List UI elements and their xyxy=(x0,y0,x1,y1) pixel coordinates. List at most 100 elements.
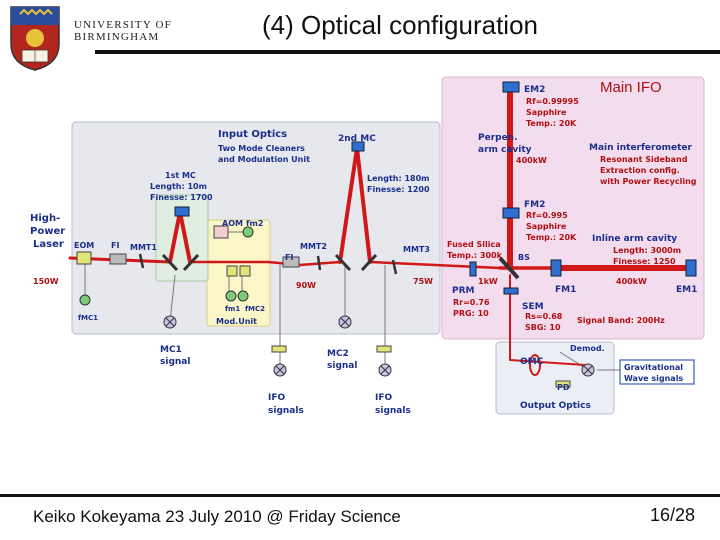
omc-element xyxy=(529,354,541,376)
gw-signals-box xyxy=(619,359,695,385)
ifo-signals-b-2: signals xyxy=(375,406,411,416)
sem-mirror xyxy=(503,287,519,295)
optical-components xyxy=(76,81,697,388)
power-75-label: 75W xyxy=(413,277,433,286)
demod-label: Demod. xyxy=(570,344,605,353)
power-90-label: 90W xyxy=(296,281,316,290)
first-mc-finesse: Finesse: 1700 xyxy=(150,193,213,202)
second-mc-length: Length: 180m xyxy=(367,174,429,183)
fm1-label: FM1 xyxy=(555,285,576,295)
prm-label: PRM xyxy=(452,286,475,296)
fm2-freq-label: fm2 xyxy=(246,219,263,228)
rse-line-1: Resonant Sideband xyxy=(600,155,688,164)
ifo-signals-a-2: signals xyxy=(268,406,304,416)
fi1-label: FI xyxy=(111,241,119,250)
power-400-inline: 400kW xyxy=(616,277,647,286)
inline-arm-label: Inline arm cavity xyxy=(592,234,677,244)
rse-line-3: with Power Recycling xyxy=(600,177,697,186)
fm2-mirror xyxy=(502,207,520,219)
laser-power-label: 150W xyxy=(33,277,59,286)
oscillator-symbols xyxy=(79,226,254,306)
fmc1-label: fMC1 xyxy=(78,314,98,322)
aom-label: AOM xyxy=(222,219,243,228)
signal-band-label: Signal Band: 200Hz xyxy=(577,316,665,325)
laser-label-2: Power xyxy=(30,226,65,237)
ifo-signals-b-1: IFO xyxy=(375,393,392,403)
perp-arm-label-2: arm cavity xyxy=(478,145,532,155)
first-mc-mirror xyxy=(174,206,190,217)
gw-label-1: Gravitational xyxy=(624,363,683,372)
footer-author-date: Keiko Kokeyama 23 July 2010 @ Friday Sci… xyxy=(33,507,401,526)
mmt2-label: MMT2 xyxy=(300,242,327,251)
mmt3-label: MMT3 xyxy=(403,245,430,254)
mc2-signal-label-2: signal xyxy=(327,361,357,371)
prm-prg: PRG: 10 xyxy=(453,309,489,318)
fused-silica-label: Fused Silica xyxy=(447,240,501,249)
fi2-box xyxy=(282,256,300,268)
university-name-line2: BIRMINGHAM xyxy=(74,31,160,43)
inline-finesse: Finesse: 1250 xyxy=(613,257,676,266)
fi2-label: FI xyxy=(285,253,293,262)
fm1-freq-label: fm1 xyxy=(225,305,240,313)
inline-length: Length: 3000m xyxy=(613,246,681,255)
first-mc-label: 1st MC xyxy=(165,171,196,180)
main-interferometer-label: Main interferometer xyxy=(589,143,693,153)
optical-configuration-diagram: Input Optics Two Mode Cleaners and Modul… xyxy=(30,76,705,416)
fmc2-label: fMC2 xyxy=(245,305,265,313)
prm-rr: Rr=0.76 xyxy=(453,298,490,307)
pd-label: PD xyxy=(557,383,570,392)
em2-rf: Rf=0.99995 xyxy=(526,97,579,106)
em2-label: EM2 xyxy=(524,85,545,95)
input-optics-heading: Input Optics xyxy=(218,129,287,140)
mc1-signal-label-2: signal xyxy=(160,357,190,367)
sem-rs: Rs=0.68 xyxy=(525,312,563,321)
temp-300-label: Temp.: 300k xyxy=(447,251,503,260)
eom-box xyxy=(76,251,92,265)
fm2-label: FM2 xyxy=(524,200,545,210)
output-optics-box xyxy=(495,341,615,415)
fm2-rf: Rf=0.995 xyxy=(526,211,568,220)
mmt1-label: MMT1 xyxy=(130,243,157,252)
rse-line-2: Extraction config. xyxy=(600,166,680,175)
gw-label-2: Wave signals xyxy=(624,374,683,383)
footer-divider xyxy=(0,494,720,497)
omc-label: OMC xyxy=(520,357,544,367)
aom-box xyxy=(213,225,229,239)
power-1k-label: 1kW xyxy=(478,277,498,286)
em2-temp: Temp.: 20K xyxy=(526,119,577,128)
second-mc-mirror xyxy=(351,141,365,152)
main-ifo-label: Main IFO xyxy=(600,79,662,96)
input-optics-sub2: and Modulation Unit xyxy=(218,155,310,164)
fm2-mat: Sapphire xyxy=(526,222,567,231)
laser-label-1: High- xyxy=(30,213,60,224)
fm1-mirror xyxy=(550,259,562,277)
em1-mirror xyxy=(685,259,697,277)
em2-mat: Sapphire xyxy=(526,108,567,117)
sem-label: SEM xyxy=(522,302,544,312)
university-crest-logo xyxy=(10,6,60,71)
page-number: 16/28 xyxy=(650,505,696,525)
eom-label: EOM xyxy=(74,241,94,250)
mc2-signal-label-1: MC2 xyxy=(327,349,349,359)
first-mc-length: Length: 10m xyxy=(150,182,207,191)
output-optics-label: Output Optics xyxy=(520,401,591,411)
title-divider xyxy=(95,50,720,54)
university-name-line1: UNIVERSITY OF xyxy=(74,19,172,31)
power-400-perp: 400kW xyxy=(516,156,547,165)
ifo-signals-a-1: IFO xyxy=(268,393,285,403)
slide-title: (4) Optical configuration xyxy=(261,10,539,40)
second-mc-finesse: Finesse: 1200 xyxy=(367,185,430,194)
input-optics-sub1: Two Mode Cleaners xyxy=(218,144,305,153)
bs-label: BS xyxy=(518,253,530,262)
em2-mirror xyxy=(502,81,520,93)
em1-label: EM1 xyxy=(676,285,697,295)
fi1-box xyxy=(109,253,127,265)
mod-unit-label: Mod.Unit xyxy=(216,317,257,326)
sem-sbg: SBG: 10 xyxy=(525,323,561,332)
laser-beams xyxy=(68,87,693,366)
prm-mirror xyxy=(469,261,477,277)
laser-label-3: Laser xyxy=(33,239,64,250)
perp-arm-label-1: Perpen. xyxy=(478,133,518,143)
mixer-symbols xyxy=(163,315,595,377)
fm2-temp: Temp.: 20K xyxy=(526,233,577,242)
